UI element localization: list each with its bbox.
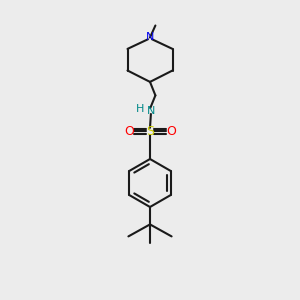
Text: O: O bbox=[166, 125, 176, 138]
Text: S: S bbox=[146, 125, 154, 138]
Text: N: N bbox=[146, 32, 154, 43]
Text: O: O bbox=[124, 125, 134, 138]
Text: N: N bbox=[147, 106, 155, 116]
Text: H: H bbox=[136, 103, 144, 114]
